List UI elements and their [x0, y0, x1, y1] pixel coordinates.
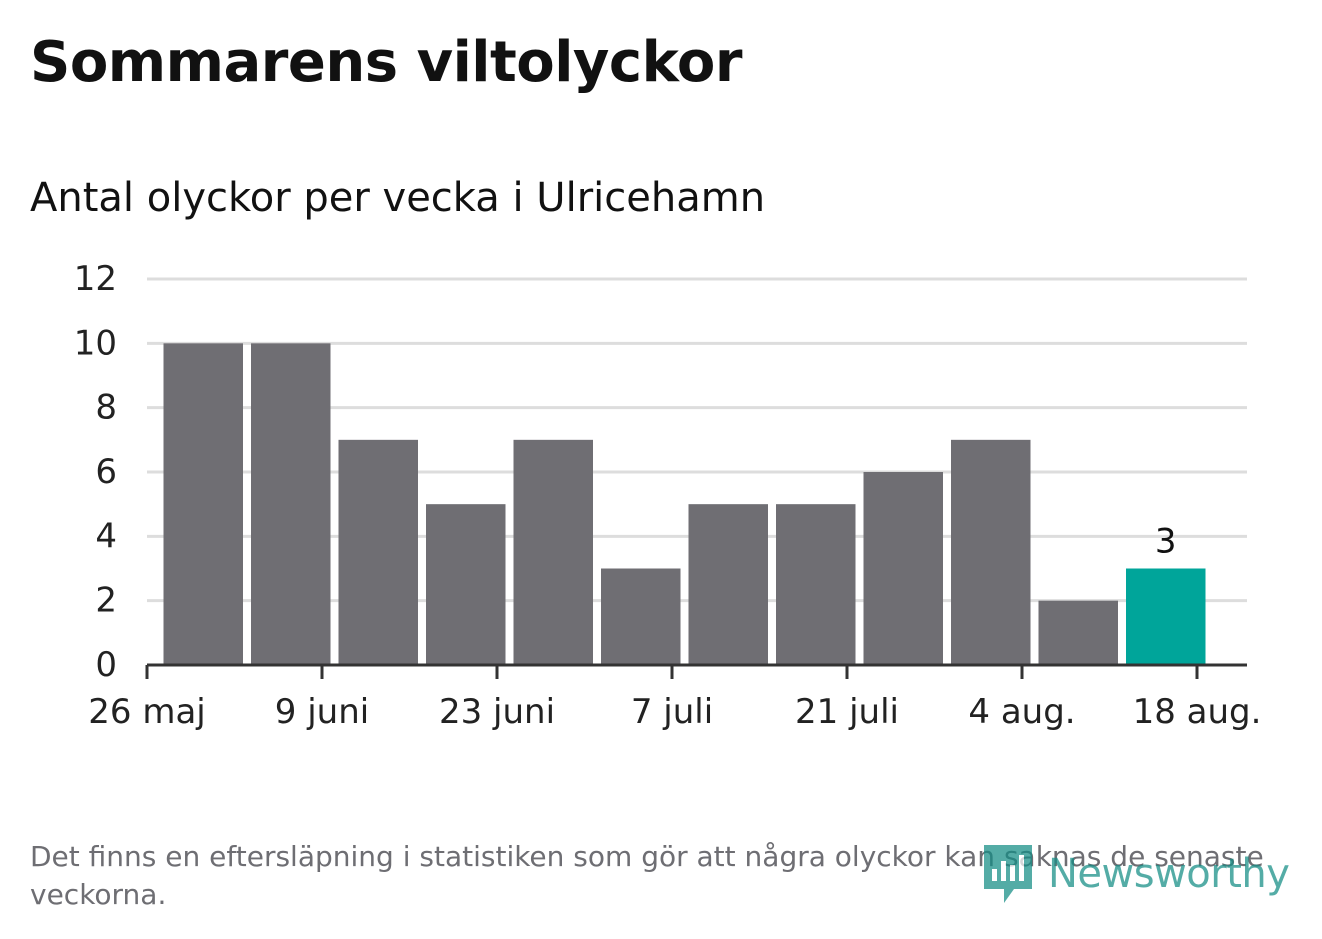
bar [251, 343, 331, 665]
x-tick-label: 18 aug. [1133, 692, 1262, 732]
x-tick-label: 26 maj [88, 692, 205, 732]
y-tick-label: 10 [74, 323, 117, 363]
chart-title: Sommarens viltolyckor [30, 30, 742, 95]
x-tick-label: 7 juli [631, 692, 713, 732]
data-labels: 3 [1155, 522, 1177, 562]
bar [863, 472, 943, 665]
y-tick-label: 8 [95, 388, 117, 428]
bar [601, 568, 681, 665]
x-axis: 26 maj 9 juni 23 juni 7 juli 21 juli 4 aug. 18… [88, 663, 1262, 732]
bar [1038, 600, 1118, 665]
bar [513, 439, 593, 665]
data-label: 3 [1155, 522, 1177, 562]
newsworthy-logo: Newsworthy [980, 838, 1290, 910]
y-tick-label: 2 [95, 581, 117, 621]
bars [163, 343, 1206, 665]
bar [338, 439, 418, 665]
y-tick-label: 12 [74, 259, 117, 299]
x-tick-label: 9 juni [275, 692, 369, 732]
x-tick-label: 4 aug. [968, 692, 1075, 732]
y-axis-labels: 0 2 4 6 8 10 12 [74, 259, 117, 685]
bar [776, 504, 856, 665]
footnote: Det finns en eftersläpning i statistiken… [30, 840, 1264, 911]
bar [951, 439, 1031, 665]
newsworthy-bar-chart-logo-icon [984, 845, 1032, 903]
bar [688, 504, 768, 665]
x-tick-label: 21 juli [795, 692, 899, 732]
bar [426, 504, 506, 665]
bar-chart: 0 2 4 6 8 10 12 26 maj 9 juni 23 juni 7 juli 21 ju… [74, 259, 1262, 732]
x-tick-label: 23 juni [439, 692, 555, 732]
y-tick-label: 0 [95, 645, 117, 685]
bar [163, 343, 243, 665]
y-tick-label: 6 [95, 452, 117, 492]
logo-text: Newsworthy [1048, 851, 1290, 897]
y-tick-label: 4 [95, 516, 117, 556]
chart-subtitle: Antal olyckor per vecka i Ulricehamn [30, 175, 766, 221]
bar [1126, 568, 1206, 665]
